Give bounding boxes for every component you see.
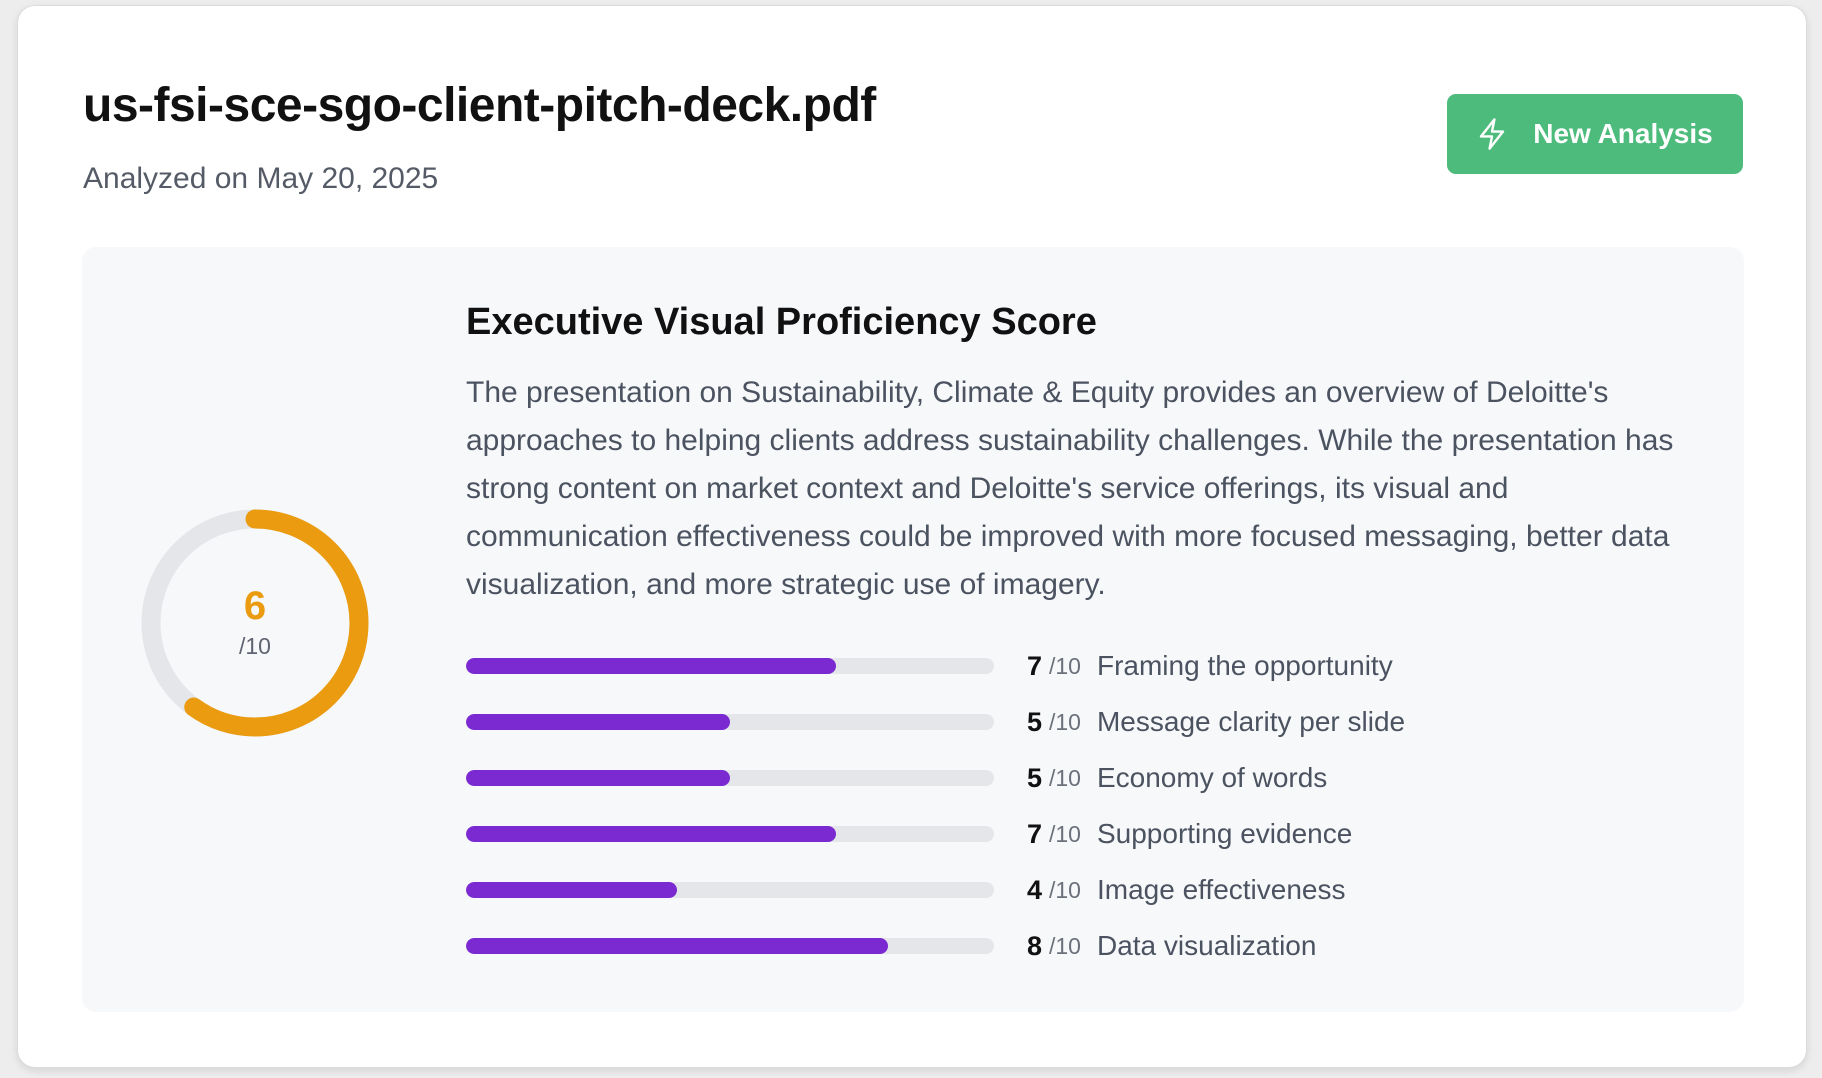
criterion-label: Image effectiveness: [1096, 874, 1346, 905]
file-title: us-fsi-sce-sgo-client-pitch-deck.pdf: [83, 79, 876, 132]
criterion-label: Data visualization: [1096, 930, 1317, 961]
criterion-row: 5 /10 Message clarity per slide: [466, 694, 1566, 750]
criterion-score: 5: [1026, 762, 1042, 793]
criterion-row: 8 /10 Data visualization: [466, 918, 1566, 974]
criterion-row: 4 /10 Image effectiveness: [466, 862, 1566, 918]
criterion-row: 7 /10 Supporting evidence: [466, 806, 1566, 862]
criteria-list: 7 /10 Framing the opportunity 5 /10 Mess…: [466, 638, 1566, 974]
criterion-score: 5: [1026, 706, 1042, 737]
criterion-score: 7: [1026, 650, 1042, 681]
criterion-max: /10: [1049, 876, 1081, 903]
criterion-label: Message clarity per slide: [1096, 706, 1406, 737]
criterion-max: /10: [1049, 820, 1081, 847]
criterion-bar-track: [466, 882, 994, 898]
criterion-bar-fill: [466, 882, 678, 898]
criterion-bar-fill: [466, 770, 730, 786]
criterion-score: 4: [1026, 874, 1042, 905]
criterion-bar-fill: [466, 714, 730, 730]
criterion-bar-track: [466, 658, 994, 674]
score-ring-graphic: [141, 509, 369, 737]
criterion-row: 7 /10 Framing the opportunity: [466, 638, 1566, 694]
criterion-score: 8: [1026, 930, 1042, 961]
criterion-max: /10: [1049, 764, 1081, 791]
analysis-card: us-fsi-sce-sgo-client-pitch-deck.pdf Ana…: [17, 5, 1807, 1068]
new-analysis-button[interactable]: New Analysis: [1447, 94, 1743, 174]
new-analysis-label: New Analysis: [1533, 118, 1713, 149]
criterion-label: Economy of words: [1096, 762, 1328, 793]
criterion-bar-fill: [466, 826, 836, 842]
criterion-label: Framing the opportunity: [1096, 650, 1393, 681]
criterion-max: /10: [1049, 932, 1081, 959]
overall-score-value: 6: [243, 584, 267, 628]
criterion-label: Supporting evidence: [1096, 818, 1353, 849]
criterion-bar-track: [466, 826, 994, 842]
criterion-max: /10: [1049, 652, 1081, 679]
lightning-bolt-icon: [1477, 117, 1507, 151]
criterion-bar-fill: [466, 658, 836, 674]
score-summary: The presentation on Sustainability, Clim…: [466, 376, 1674, 601]
criterion-bar-fill: [466, 938, 889, 954]
criterion-bar-track: [466, 714, 994, 730]
criterion-score: 7: [1026, 818, 1042, 849]
analyzed-date: Analyzed on May 20, 2025: [83, 162, 439, 195]
score-panel: 6 /10 Executive Visual Proficiency Score…: [82, 247, 1744, 1012]
overall-score-max: /10: [239, 633, 271, 659]
score-heading: Executive Visual Proficiency Score: [466, 301, 1097, 343]
score-ring-arc: [141, 509, 369, 737]
criterion-bar-track: [466, 938, 994, 954]
criterion-max: /10: [1049, 708, 1081, 735]
criterion-bar-track: [466, 770, 994, 786]
criterion-row: 5 /10 Economy of words: [466, 750, 1566, 806]
overall-score-ring: 6 /10: [140, 508, 370, 738]
